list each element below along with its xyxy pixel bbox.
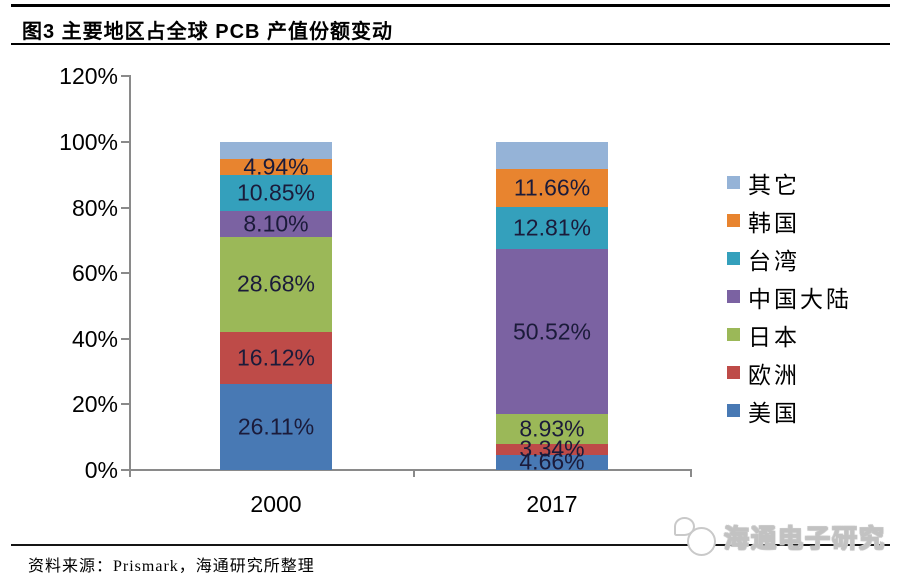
top-border-rule	[11, 4, 890, 7]
bar-segment-欧洲: 16.12%	[220, 331, 332, 385]
bar-segment-欧洲: 3.34%	[496, 436, 608, 461]
bar-segment-label: 10.85%	[236, 179, 315, 206]
haitong-logo-icon	[671, 514, 721, 560]
legend-item-韩国: 韩国	[727, 208, 852, 236]
bar-segment-label: 50.52%	[512, 318, 591, 345]
bar-segment-label: 8.93%	[519, 415, 585, 442]
y-axis-tick-label: 60%	[71, 260, 118, 287]
y-axis-tick-mark	[121, 469, 129, 471]
y-axis-tick-label: 120%	[59, 63, 118, 90]
y-axis-line	[129, 75, 131, 471]
bar-segment-其它	[496, 142, 608, 169]
x-axis-category-label: 2017	[526, 491, 578, 517]
chart-legend: 其它韩国台湾中国大陆日本欧洲美国	[727, 170, 852, 436]
legend-label: 中国大陆	[748, 286, 852, 312]
watermark: 海通电子研究	[671, 514, 886, 560]
bar-segment-台湾: 12.81%	[496, 206, 608, 249]
footer-divider-rule	[11, 544, 890, 546]
y-axis-tick-label: 20%	[71, 391, 118, 418]
bar-segment-其它	[220, 142, 332, 160]
bar-segment-日本: 8.93%	[496, 414, 608, 444]
legend-item-美国: 美国	[727, 398, 852, 426]
y-axis-tick-mark	[121, 206, 129, 209]
y-axis-tick-mark	[121, 75, 129, 78]
watermark-text: 海通电子研究	[723, 525, 886, 553]
bar-segment-label: 26.11%	[237, 413, 315, 440]
bar-segment-日本: 28.68%	[220, 237, 332, 332]
y-axis-tick-label: 0%	[84, 457, 118, 483]
bar-segment-label: 12.81%	[512, 214, 591, 241]
y-axis-tick-mark	[121, 272, 129, 275]
stacked-bar-2017: 4.66% 3.34% 8.93% 50.52% 12.81% 11.66%	[496, 142, 608, 474]
bar-segment-中国大陆: 50.52%	[496, 248, 608, 415]
legend-label: 日本	[748, 324, 800, 350]
title-divider-rule	[11, 43, 890, 45]
y-axis-tick-label: 100%	[59, 129, 118, 155]
bar-segment-label: 4.94%	[243, 153, 309, 180]
bar-segment-label: 3.34%	[519, 435, 585, 462]
legend-label: 其它	[748, 172, 800, 198]
bar-segment-台湾: 10.85%	[220, 175, 332, 211]
legend-label: 欧洲	[748, 362, 800, 388]
stacked-bar-2000: 26.11% 16.12% 28.68% 8.10% 10.85% 4.94%	[220, 142, 332, 470]
legend-swatch-icon	[727, 214, 740, 227]
y-axis-tick-mark	[121, 141, 129, 143]
x-axis-category-label: 2000	[250, 491, 302, 517]
legend-item-中国大陆: 中国大陆	[727, 284, 852, 312]
y-axis-tick-label: 80%	[71, 194, 118, 221]
bar-segment-中国大陆: 8.10%	[220, 210, 332, 238]
bar-segment-韩国: 11.66%	[496, 168, 608, 207]
bar-segment-美国: 26.11%	[220, 384, 332, 470]
legend-label: 美国	[748, 400, 800, 426]
x-axis-tick-mark	[413, 470, 415, 477]
legend-swatch-icon	[727, 328, 740, 341]
legend-item-其它: 其它	[727, 170, 852, 198]
legend-swatch-icon	[727, 290, 740, 303]
x-axis-tick-mark	[690, 470, 692, 477]
legend-item-欧洲: 欧洲	[727, 360, 852, 388]
bar-segment-美国: 4.66%	[496, 449, 608, 474]
x-axis-tick-mark	[129, 470, 131, 477]
bar-segment-label: 8.10%	[243, 210, 309, 237]
bar-segment-label: 28.68%	[236, 270, 315, 297]
legend-item-台湾: 台湾	[727, 246, 852, 274]
legend-swatch-icon	[727, 252, 740, 265]
x-axis-line	[129, 469, 692, 471]
legend-swatch-icon	[727, 366, 740, 379]
bar-segment-label: 16.12%	[236, 344, 315, 371]
legend-swatch-icon	[727, 176, 740, 189]
y-axis-tick-label: 40%	[71, 325, 118, 352]
legend-swatch-icon	[727, 404, 740, 417]
y-axis-tick-mark	[121, 337, 129, 340]
y-axis-tick-mark	[121, 403, 129, 406]
bar-segment-label: 4.66%	[519, 448, 585, 475]
bar-segment-label: 11.66%	[513, 174, 591, 201]
legend-item-日本: 日本	[727, 322, 852, 350]
source-note: 资料来源：Prismark，海通研究所整理	[28, 558, 315, 575]
figure-title: 图3 主要地区占全球 PCB 产值份额变动	[22, 21, 394, 43]
bar-segment-韩国: 4.94%	[220, 154, 332, 179]
circle-icon	[686, 527, 716, 556]
legend-label: 韩国	[748, 210, 800, 236]
legend-label: 台湾	[748, 248, 800, 274]
